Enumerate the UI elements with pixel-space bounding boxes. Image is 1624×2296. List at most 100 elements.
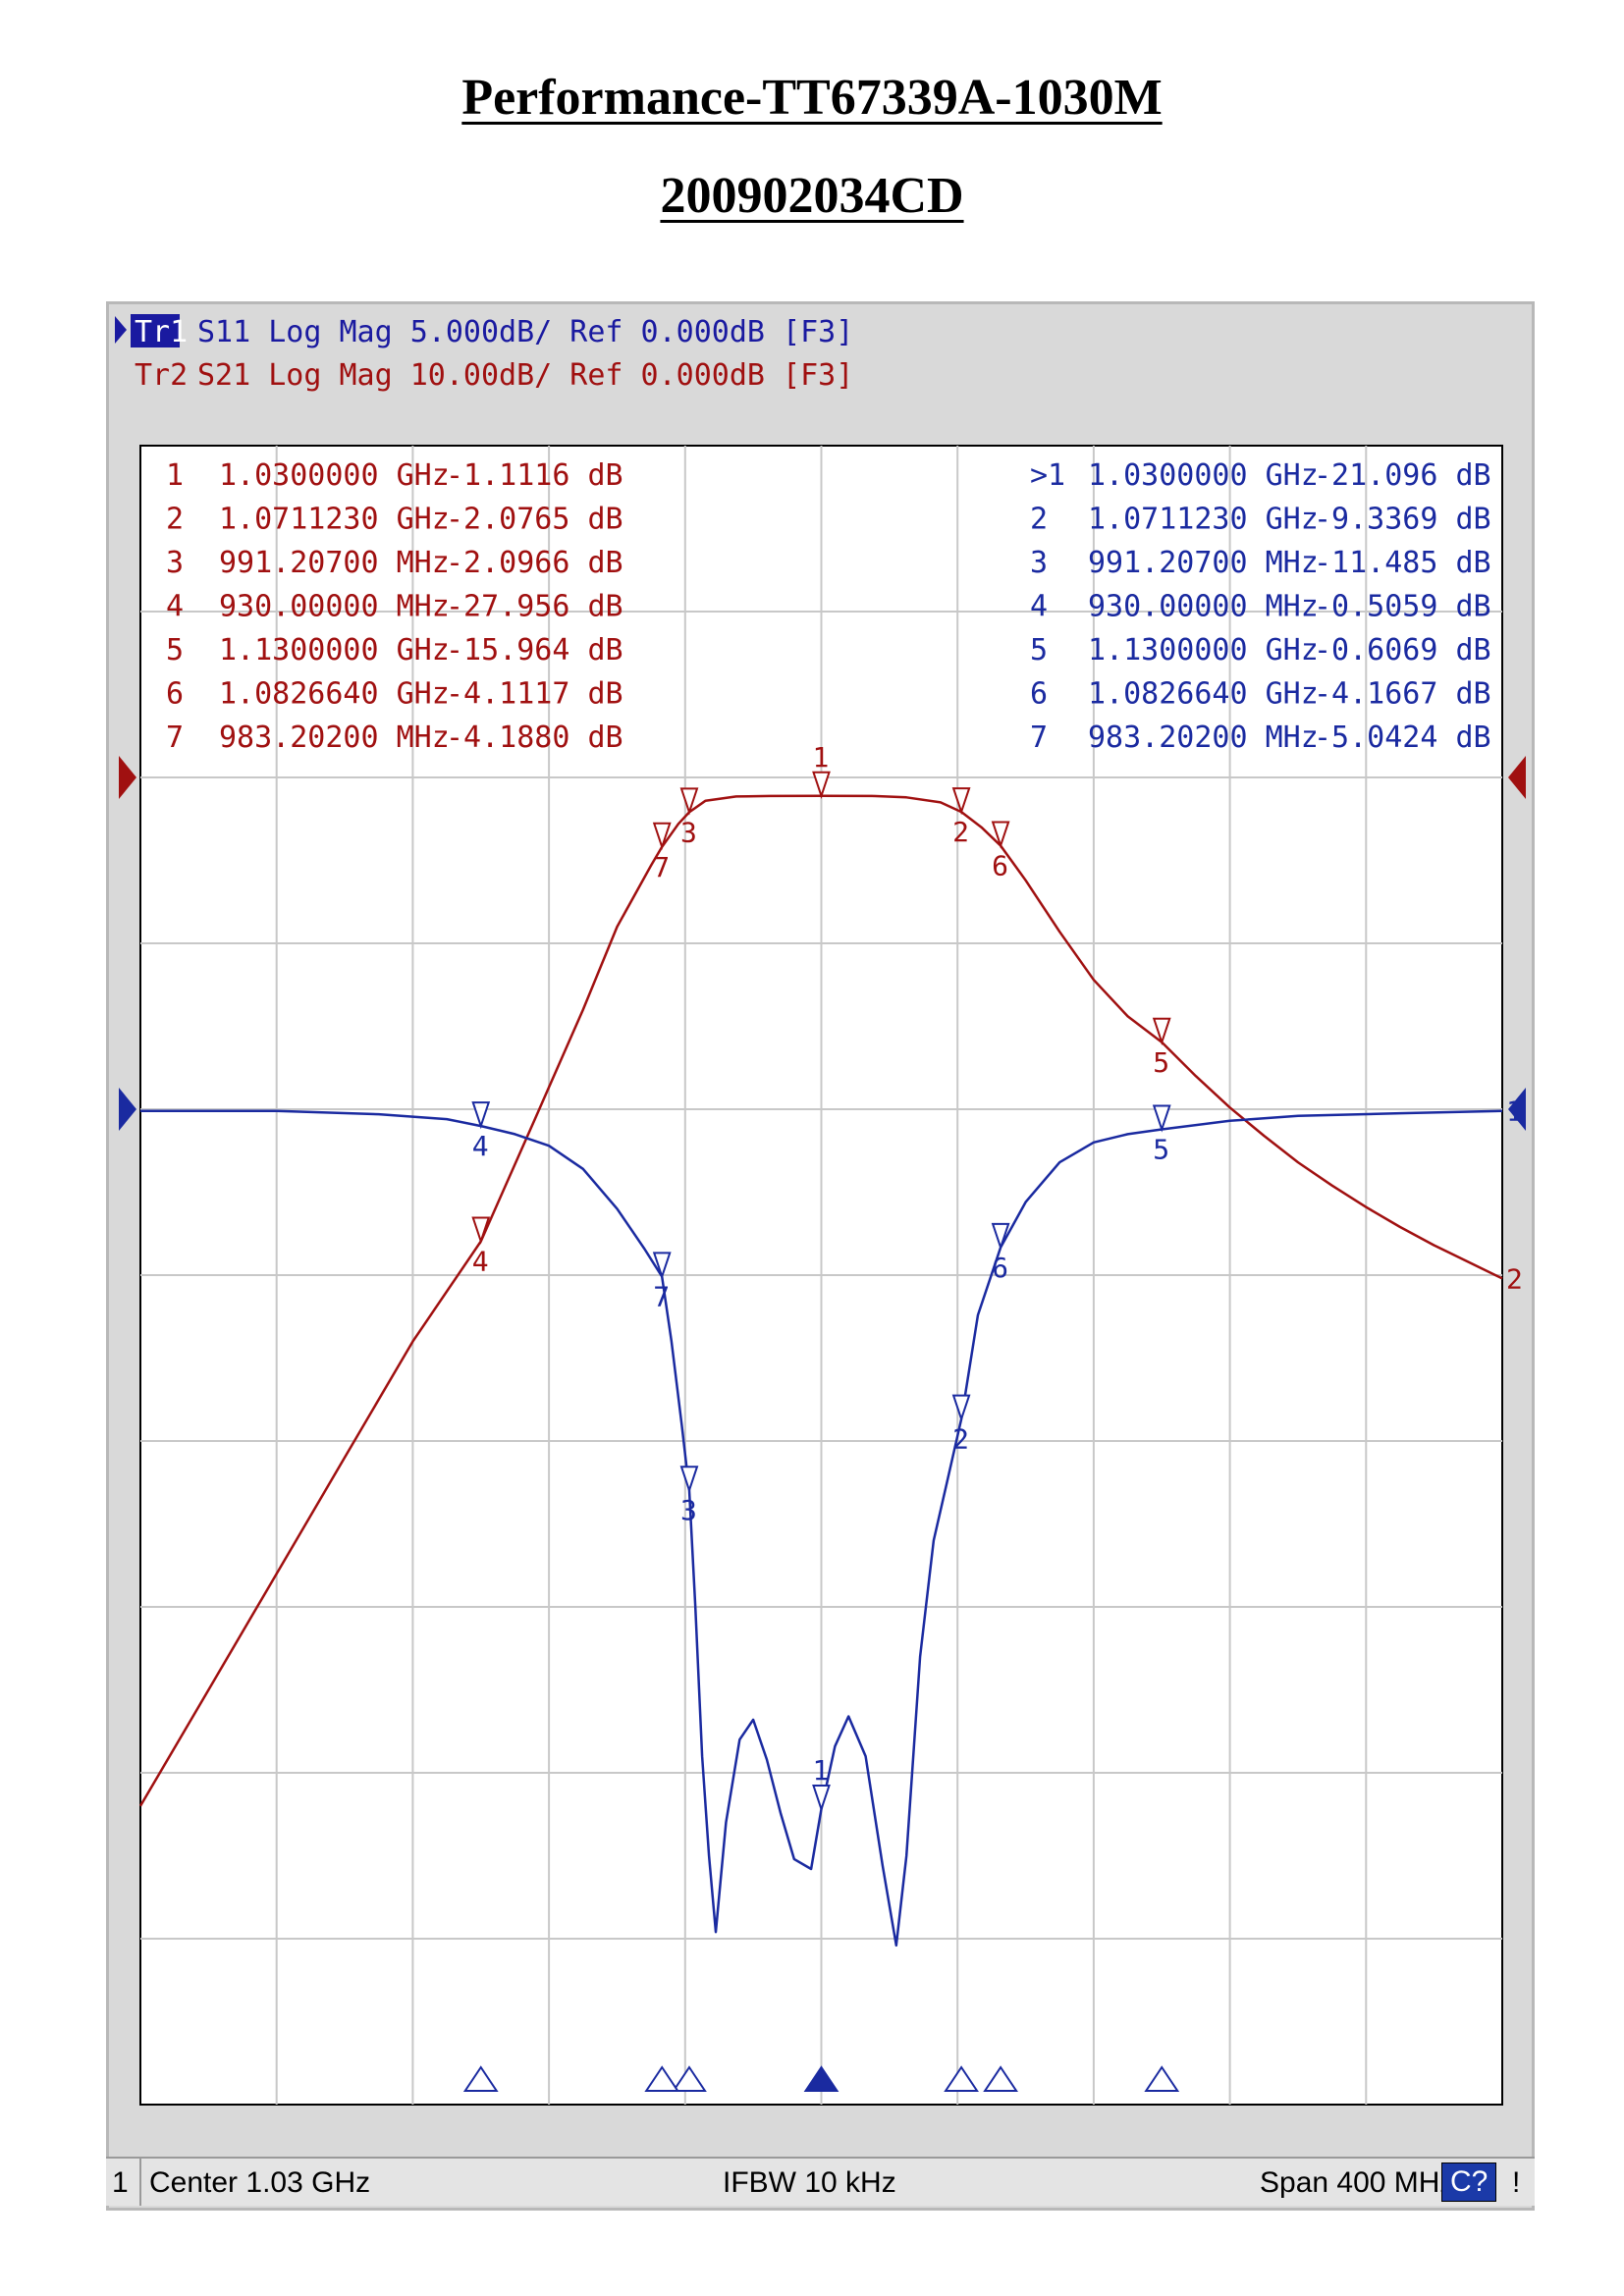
page-title: Performance-TT67339A-1030M (0, 69, 1624, 127)
channel-number[interactable]: 1 (112, 2166, 129, 2199)
readout-s21-frequency: 991.20700 MHz (219, 546, 450, 580)
readout-s11-value: -0.5059 dB (1314, 590, 1491, 624)
marker-triangle (471, 1216, 491, 1245)
trace-s21 (138, 794, 1503, 1807)
marker-triangle (991, 821, 1010, 849)
readout-s11-number: 5 (1030, 633, 1048, 667)
reference-arrow-left (119, 756, 136, 799)
readout-s21-value: -27.956 dB (446, 590, 623, 624)
status-bar: 1 Center 1.03 GHz IFBW 10 kHz Span 400 M… (106, 2157, 1535, 2206)
center-frequency[interactable]: Center 1.03 GHz (149, 2166, 371, 2199)
readout-s11-number: >1 (1030, 458, 1065, 493)
trace-end-label: 1 (1506, 1095, 1523, 1128)
readout-s21-frequency: 1.0711230 GHz (219, 503, 450, 537)
readout-s21-frequency: 930.00000 MHz (219, 590, 450, 624)
reference-arrow-right (1508, 1088, 1526, 1131)
marker-triangle (652, 822, 672, 850)
readout-s11-frequency: 1.0300000 GHz (1088, 458, 1319, 493)
bottom-marker-triangle (1144, 2065, 1180, 2092)
trace-end-label: 2 (1506, 1262, 1523, 1295)
readout-s11-value: -4.1667 dB (1314, 677, 1491, 712)
active-trace-arrow (115, 316, 127, 344)
readout-s21-number: 3 (166, 546, 184, 580)
marker-label: 7 (653, 851, 670, 883)
marker-triangle (951, 787, 971, 816)
marker-triangle (679, 787, 699, 816)
readout-s21-frequency: 983.20200 MHz (219, 721, 450, 755)
readout-s11-value: -5.0424 dB (1314, 721, 1491, 755)
readout-s11-frequency: 983.20200 MHz (1088, 721, 1319, 755)
marker-readouts: 1 1.0300000 GHz-1.1116 dB2 1.0711230 GHz-2… (166, 458, 1491, 755)
marker-label: 5 (1153, 1134, 1169, 1166)
marker-label: 5 (1153, 1046, 1169, 1079)
ifbw-value[interactable]: IFBW 10 kHz (723, 2166, 896, 2199)
readout-s11-frequency: 991.20700 MHz (1088, 546, 1319, 580)
trace-s11 (140, 1109, 1503, 1948)
readout-s11-number: 4 (1030, 590, 1048, 624)
vna-screen: Tr1 S11 Log Mag 5.000dB/ Ref 0.000dB [F3]… (106, 301, 1535, 2211)
marker-triangle (812, 771, 831, 799)
readout-s21-value: -2.0966 dB (446, 546, 623, 580)
reference-arrows: 21 (119, 756, 1526, 1295)
span-value[interactable]: Span 400 MHz (1260, 2166, 1455, 2199)
trace-id: Tr2 (135, 358, 188, 393)
marker-triangle (679, 1466, 699, 1494)
vna-chart: Tr1 S11 Log Mag 5.000dB/ Ref 0.000dB [F3]… (115, 314, 1526, 2106)
marker-symbols: 1 1 2 2 3 3 4 4 5 5 6 6 7 7 (471, 741, 1171, 1813)
page-title-text: Performance-TT67339A-1030M (461, 70, 1163, 126)
trace-settings: S21 Log Mag 10.00dB/ Ref 0.000dB [F3] (197, 358, 853, 393)
grid (140, 446, 1502, 2105)
readout-s11-frequency: 930.00000 MHz (1088, 590, 1319, 624)
marker-label: 7 (653, 1280, 670, 1312)
marker-triangle (991, 1222, 1010, 1251)
readout-s21-number: 2 (166, 503, 184, 537)
marker-triangle (812, 1785, 831, 1813)
readout-s11-number: 2 (1030, 503, 1048, 537)
readout-s21-value: -4.1880 dB (446, 721, 623, 755)
readout-s11-number: 3 (1030, 546, 1048, 580)
calibration-status[interactable]: C? (1441, 2163, 1497, 2202)
marker-triangle (471, 1101, 491, 1130)
readout-s11-value: -11.485 dB (1314, 546, 1491, 580)
readout-s21-value: -15.964 dB (446, 633, 623, 667)
marker-label: 4 (472, 1130, 489, 1162)
readout-s11-number: 6 (1030, 677, 1048, 712)
marker-label: 3 (680, 816, 697, 848)
marker-label: 3 (680, 1494, 697, 1526)
bottom-marker-triangle (462, 2065, 499, 2092)
readout-s11-frequency: 1.0826640 GHz (1088, 677, 1319, 712)
marker-label: 2 (952, 816, 969, 848)
page-subtitle: 200902034CD (0, 167, 1624, 225)
trace-header: Tr1 S11 Log Mag 5.000dB/ Ref 0.000dB [F3]… (115, 314, 853, 393)
readout-s21-number: 5 (166, 633, 184, 667)
marker-triangle (951, 1394, 971, 1422)
marker-label: 2 (952, 1423, 969, 1456)
marker-label: 6 (992, 1252, 1008, 1284)
readout-s21-value: -2.0765 dB (446, 503, 623, 537)
readout-s21-value: -1.1116 dB (446, 458, 623, 493)
readout-s21-number: 6 (166, 677, 184, 712)
bottom-marker-triangle (803, 2065, 839, 2092)
page-subtitle-text: 200902034CD (660, 168, 964, 224)
readout-s11-number: 7 (1030, 721, 1048, 755)
bottom-marker-row (462, 2065, 1180, 2092)
readout-s11-frequency: 1.1300000 GHz (1088, 633, 1319, 667)
reference-arrow-left (119, 1088, 136, 1131)
readout-s11-value: -21.096 dB (1314, 458, 1491, 493)
marker-label: 1 (813, 1754, 830, 1787)
bottom-marker-triangle (672, 2065, 707, 2092)
readout-s21-number: 4 (166, 590, 184, 624)
bottom-marker-triangle (644, 2065, 680, 2092)
bottom-marker-triangle (983, 2065, 1018, 2092)
traces (138, 794, 1503, 1948)
trace-id: Tr1 (135, 315, 188, 349)
marker-triangle (1152, 1104, 1171, 1133)
readout-s11-value: -0.6069 dB (1314, 633, 1491, 667)
marker-label: 4 (472, 1245, 489, 1277)
readout-s21-frequency: 1.1300000 GHz (219, 633, 450, 667)
marker-triangle (1152, 1017, 1171, 1045)
warning-indicator: ! (1512, 2166, 1521, 2199)
marker-label: 1 (813, 741, 830, 774)
readout-s21-frequency: 1.0300000 GHz (219, 458, 450, 493)
readout-s21-value: -4.1117 dB (446, 677, 623, 712)
